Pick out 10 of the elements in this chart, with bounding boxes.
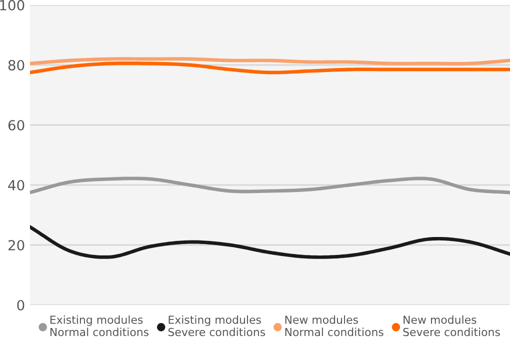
y-tick-label: 80 xyxy=(8,60,24,70)
y-tick-label: 40 xyxy=(8,180,24,190)
y-tick-label: 100 xyxy=(0,0,24,10)
legend-label: Existing modules Normal conditions xyxy=(50,315,149,336)
legend-label: Existing modules Severe conditions xyxy=(168,315,266,336)
y-tick-label: 0 xyxy=(17,300,24,310)
y-tick-label: 20 xyxy=(8,240,24,250)
legend-label: New modules Severe conditions xyxy=(403,315,500,336)
legend-label: New modules Normal conditions xyxy=(285,315,384,336)
y-tick-label: 60 xyxy=(8,120,24,130)
